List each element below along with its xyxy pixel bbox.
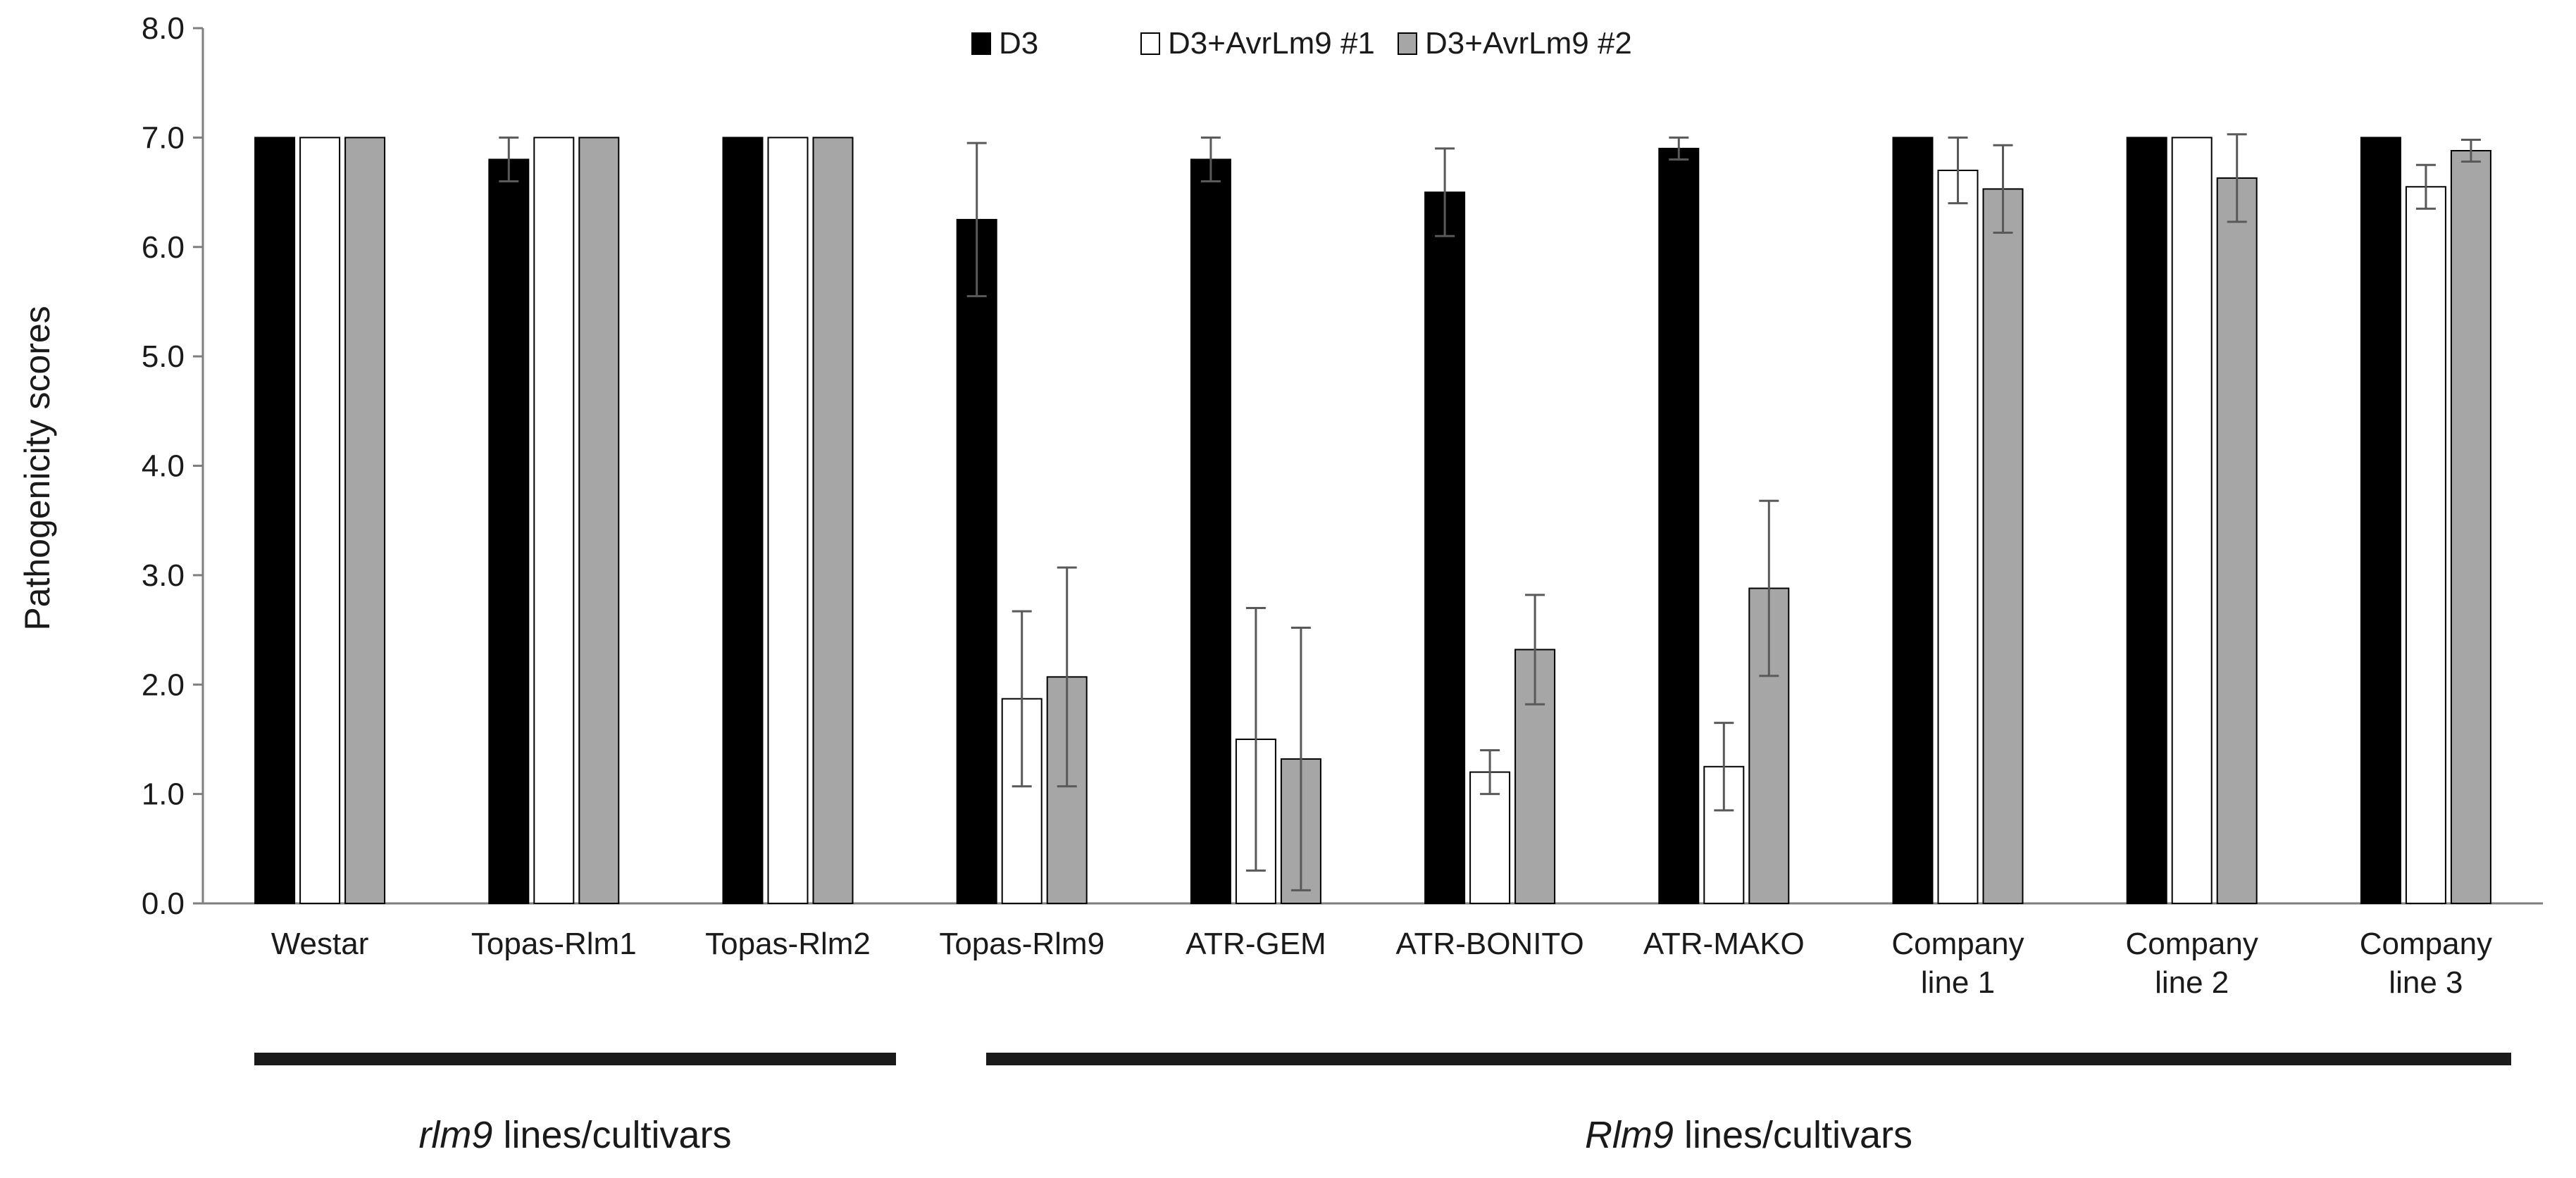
- bar-2-2: [533, 137, 575, 904]
- bar-3-3: [812, 137, 854, 904]
- bar-2-9: [2171, 137, 2213, 904]
- category-label: ATR-GEM: [1186, 927, 1326, 961]
- group-label-rest: lines/cultivars: [1674, 1114, 1912, 1156]
- group-bracket-2: [986, 1053, 2511, 1065]
- legend-label-1: D3: [999, 26, 1038, 61]
- group-label-1: rlm9 lines/cultivars: [418, 1114, 731, 1156]
- y-tick-label: 2.0: [142, 668, 185, 702]
- legend-label-2: D3+AvrLm9 #1: [1168, 26, 1375, 61]
- y-tick-label: 1.0: [142, 777, 185, 812]
- bar-1-6: [1424, 192, 1466, 904]
- bar-3-9: [2216, 177, 2258, 904]
- y-tick-label: 5.0: [142, 339, 185, 374]
- bar-2-10: [2405, 186, 2446, 904]
- bar-1-4: [956, 218, 997, 904]
- y-tick-label: 7.0: [142, 120, 185, 155]
- bar-2-1: [299, 137, 341, 904]
- y-tick-label: 0.0: [142, 886, 185, 921]
- bar-3-1: [344, 137, 386, 904]
- group-bracket-1: [254, 1053, 896, 1065]
- bar-1-3: [722, 137, 764, 904]
- group-label-2: Rlm9 lines/cultivars: [1585, 1114, 1912, 1156]
- y-tick-label: 3.0: [142, 558, 185, 593]
- bar-3-8: [1982, 188, 2024, 904]
- bar-1-2: [488, 158, 530, 905]
- legend: D3 D3+AvrLm9 #1 D3+AvrLm9 #2: [971, 26, 1632, 61]
- category-label: line 3: [2389, 965, 2463, 1000]
- bar-2-3: [767, 137, 809, 904]
- category-label: Company: [2360, 927, 2492, 961]
- y-axis-title: Pathogenicity scores: [18, 306, 57, 630]
- bar-2-8: [1937, 169, 1979, 904]
- legend-swatch-3: [1398, 32, 1417, 55]
- category-label: Topas-Rlm2: [705, 927, 871, 961]
- bar-1-8: [1892, 137, 1934, 904]
- category-label: line 2: [2155, 965, 2229, 1000]
- bar-1-1: [254, 137, 296, 904]
- bar-3-10: [2450, 150, 2491, 904]
- category-label: Company: [2126, 927, 2258, 961]
- group-label-rest: lines/cultivars: [492, 1114, 731, 1156]
- category-label: Topas-Rlm9: [939, 927, 1105, 961]
- category-label: ATR-MAKO: [1643, 927, 1805, 961]
- legend-swatch-1: [971, 32, 991, 55]
- y-axis-title-group: Pathogenicity scores: [18, 306, 57, 630]
- bar-1-9: [2126, 137, 2167, 904]
- y-tick-label: 6.0: [142, 230, 185, 265]
- category-label: Topas-Rlm1: [471, 927, 637, 961]
- group-label-italic: Rlm9: [1585, 1114, 1674, 1156]
- category-label: Company: [1891, 927, 2024, 961]
- y-tick-label: 4.0: [142, 449, 185, 484]
- y-tick-label: 8.0: [142, 11, 185, 46]
- category-label: ATR-BONITO: [1395, 927, 1583, 961]
- bar-1-5: [1190, 158, 1231, 905]
- category-label: line 1: [1921, 965, 1995, 1000]
- error-bars: [499, 133, 2481, 891]
- legend-swatch-2: [1140, 32, 1160, 55]
- bar-1-7: [1658, 147, 1700, 905]
- legend-label-3: D3+AvrLm9 #2: [1425, 26, 1632, 61]
- group-label-italic: rlm9: [418, 1114, 492, 1156]
- group-brackets: rlm9 lines/cultivars Rlm9 lines/cultivars: [254, 1053, 2511, 1156]
- category-label: Westar: [271, 927, 369, 961]
- bar-1-10: [2360, 137, 2401, 904]
- bars: [254, 137, 2491, 905]
- category-labels: Westar Topas-Rlm1 Topas-Rlm2 Topas-Rlm9 ATR-…: [271, 927, 2492, 1000]
- bar-3-2: [578, 137, 620, 904]
